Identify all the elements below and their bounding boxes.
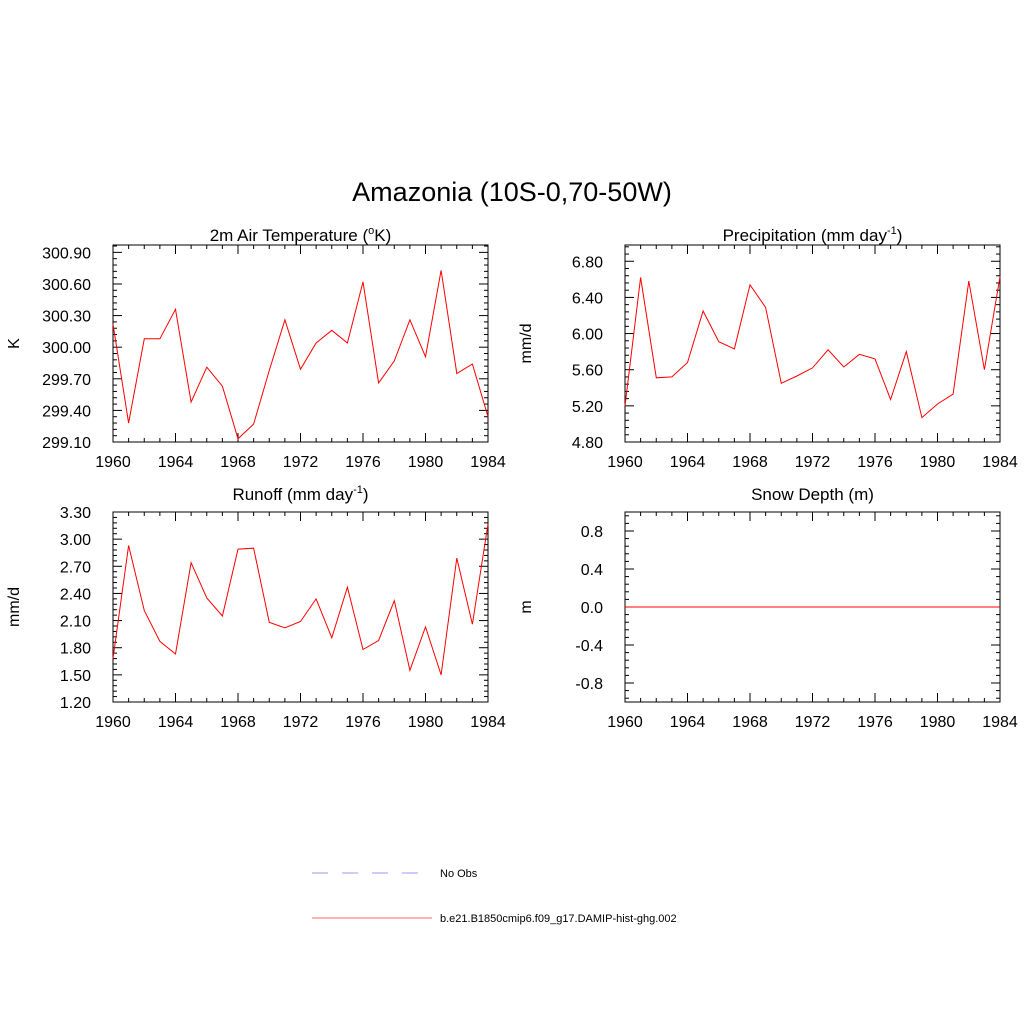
series-line-temperature xyxy=(112,270,489,440)
panel-runoff: Runoff (mm day-1) mm/d 1960 1964 1968 1972 197… xyxy=(6,484,506,731)
panel-title-main-temperature: 2m Air Temperature ( xyxy=(210,226,369,245)
xtick-label-precipitation: 1980 xyxy=(920,454,956,471)
ytick-label-precipitation: 6.80 xyxy=(572,254,603,271)
panel-title-sup-runoff: -1 xyxy=(353,484,363,496)
ytick-label-temperature: 300.00 xyxy=(42,340,91,357)
ytick-label-precipitation: 4.80 xyxy=(572,435,603,452)
ytick-label-snow-depth: 0.4 xyxy=(581,562,603,579)
xtick-label-runoff: 1960 xyxy=(95,714,131,731)
ylabel-runoff: mm/d xyxy=(6,587,23,627)
panel-title-main-runoff: Runoff (mm day xyxy=(232,485,353,504)
ytick-label-temperature: 299.10 xyxy=(42,435,91,452)
panel-title-sup-precipitation: -1 xyxy=(887,225,897,237)
xtick-label-runoff: 1984 xyxy=(470,714,506,731)
xtick-label-temperature: 1960 xyxy=(95,454,131,471)
ytick-label-precipitation: 5.60 xyxy=(572,363,603,380)
xtick-label-precipitation: 1968 xyxy=(732,454,768,471)
xtick-label-precipitation: 1976 xyxy=(857,454,893,471)
panel-title-runoff: Runoff (mm day-1) xyxy=(232,484,368,504)
series-line-precipitation xyxy=(624,276,1001,419)
panels: 2m Air Temperature (oK) K 1960 1964 1968 1972… xyxy=(6,225,1018,731)
ytick-label-precipitation: 5.20 xyxy=(572,399,603,416)
xtick-label-temperature: 1964 xyxy=(158,454,194,471)
xtick-label-temperature: 1968 xyxy=(220,454,256,471)
ytick-label-runoff: 1.20 xyxy=(60,695,91,712)
xtick-label-temperature: 1980 xyxy=(408,454,444,471)
xtick-label-snow-depth: 1984 xyxy=(982,714,1018,731)
xtick-label-temperature: 1972 xyxy=(283,454,319,471)
series-line-runoff xyxy=(112,523,489,676)
xtick-label-runoff: 1972 xyxy=(283,714,319,731)
panel-title-precipitation: Precipitation (mm day-1) xyxy=(723,225,903,245)
xtick-label-snow-depth: 1960 xyxy=(607,714,643,731)
panel-title-main-precipitation: Precipitation (mm day xyxy=(723,226,888,245)
panel-frame-precipitation xyxy=(624,244,1001,443)
ytick-label-runoff: 1.50 xyxy=(60,668,91,685)
xtick-label-snow-depth: 1968 xyxy=(732,714,768,731)
ytick-label-precipitation: 6.00 xyxy=(572,327,603,344)
ytick-label-snow-depth: -0.4 xyxy=(575,638,603,655)
ytick-label-runoff: 2.70 xyxy=(60,559,91,576)
ytick-label-temperature: 299.70 xyxy=(42,372,91,389)
xtick-label-snow-depth: 1976 xyxy=(857,714,893,731)
legend-label-model-run: b.e21.B1850cmip6.f09_g17.DAMIP-hist-ghg.… xyxy=(440,913,677,925)
xtick-label-precipitation: 1984 xyxy=(982,454,1018,471)
xtick-label-runoff: 1976 xyxy=(345,714,381,731)
ytick-label-temperature: 299.40 xyxy=(42,403,91,420)
panel-frame-runoff xyxy=(112,511,489,703)
panel-title-tail-temperature: K) xyxy=(374,226,391,245)
xtick-label-precipitation: 1960 xyxy=(607,454,643,471)
ytick-label-runoff: 1.80 xyxy=(60,641,91,658)
xtick-label-snow-depth: 1972 xyxy=(795,714,831,731)
panel-title-main-snow-depth: Snow Depth (m) xyxy=(751,485,874,504)
panel-precipitation: Precipitation (mm day-1) mm/d 1960 1964 1968… xyxy=(518,225,1018,471)
xtick-label-precipitation: 1964 xyxy=(670,454,706,471)
ytick-label-runoff: 2.10 xyxy=(60,614,91,631)
figure-title: Amazonia (10S-0,70-50W) xyxy=(352,177,672,207)
ytick-label-temperature: 300.60 xyxy=(42,277,91,294)
ylabel-precipitation: mm/d xyxy=(518,324,535,364)
xtick-label-temperature: 1984 xyxy=(470,454,506,471)
panel-snow-depth: Snow Depth (m) m 1960 1964 1968 1972 1976 1980 1… xyxy=(518,485,1018,731)
xtick-label-runoff: 1964 xyxy=(158,714,194,731)
xtick-label-runoff: 1980 xyxy=(408,714,444,731)
ylabel-snow-depth: m xyxy=(518,600,535,613)
xtick-label-precipitation: 1972 xyxy=(795,454,831,471)
panel-title-tail-runoff: ) xyxy=(363,485,369,504)
legend-label-no-obs: No Obs xyxy=(440,868,478,880)
xtick-label-snow-depth: 1964 xyxy=(670,714,706,731)
xtick-label-snow-depth: 1980 xyxy=(920,714,956,731)
ytick-label-runoff: 2.40 xyxy=(60,586,91,603)
xtick-label-runoff: 1968 xyxy=(220,714,256,731)
ytick-label-temperature: 300.30 xyxy=(42,309,91,326)
ytick-label-precipitation: 6.40 xyxy=(572,290,603,307)
ytick-label-runoff: 3.00 xyxy=(60,532,91,549)
ytick-label-runoff: 3.30 xyxy=(60,505,91,522)
panel-title-temperature: 2m Air Temperature (oK) xyxy=(210,225,392,245)
xtick-label-temperature: 1976 xyxy=(345,454,381,471)
panel-temperature: 2m Air Temperature (oK) K 1960 1964 1968 1972… xyxy=(6,225,506,471)
ytick-label-snow-depth: 0.8 xyxy=(581,524,603,541)
panel-title-snow-depth: Snow Depth (m) xyxy=(751,485,874,504)
ytick-label-snow-depth: 0.0 xyxy=(581,600,603,617)
legend: No Obs b.e21.B1850cmip6.f09_g17.DAMIP-hi… xyxy=(312,868,677,925)
panel-title-tail-precipitation: ) xyxy=(897,226,903,245)
ytick-label-temperature: 300.90 xyxy=(42,245,91,262)
ylabel-temperature: K xyxy=(6,338,23,349)
panel-frame-temperature xyxy=(112,244,489,443)
ytick-label-snow-depth: -0.8 xyxy=(575,676,603,693)
panel-title-sup-temperature: o xyxy=(368,225,374,237)
